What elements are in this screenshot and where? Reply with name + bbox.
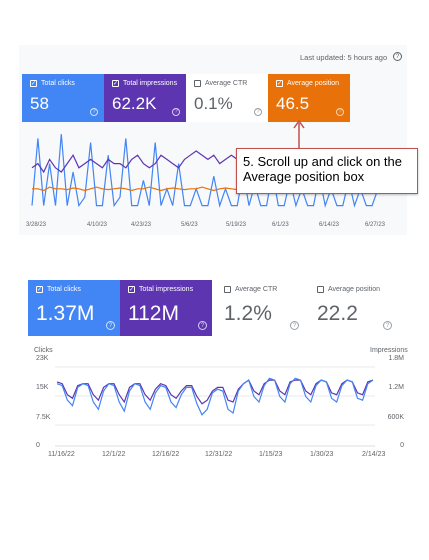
- total-clicks-series-line: [56, 377, 374, 416]
- bottom-x-tick-label: 11/16/22: [48, 451, 75, 458]
- checkbox-checked-icon: ✓: [112, 80, 119, 87]
- bottom-performance-chart: [55, 366, 375, 447]
- checkbox-unchecked-icon: [317, 286, 324, 293]
- metric-value: 1.2%: [224, 302, 272, 325]
- total-impressions-card[interactable]: ✓ Total impressions 112M ?: [120, 280, 212, 336]
- metric-label: Total clicks: [41, 80, 75, 87]
- help-icon[interactable]: ?: [254, 108, 262, 116]
- checkbox-unchecked-icon: [194, 80, 201, 87]
- help-icon[interactable]: ?: [198, 321, 207, 330]
- average-ctr-card[interactable]: Average CTR 0.1% ?: [186, 74, 268, 122]
- bottom-x-tick-label: 1/30/23: [310, 451, 334, 458]
- help-icon[interactable]: ?: [90, 108, 98, 116]
- total-clicks-card[interactable]: ✓ Total clicks 1.37M ?: [28, 280, 120, 336]
- top-x-tick-label: 3/28/23: [26, 222, 47, 228]
- bottom-x-tick-label: 2/14/23: [362, 451, 386, 458]
- average-position-card[interactable]: ✓ Average position 46.5 ?: [268, 74, 350, 122]
- metric-value: 112M: [128, 302, 179, 325]
- right-y-tick-label: 1.8M: [388, 355, 404, 362]
- left-axis-title: Clicks: [34, 347, 53, 354]
- help-icon[interactable]: ?: [172, 108, 180, 116]
- bottom-x-tick-label: 12/1/22: [102, 451, 126, 458]
- left-y-tick-label: 23K: [36, 355, 49, 362]
- metric-value: 46.5: [276, 94, 310, 113]
- metric-label: Average position: [287, 80, 340, 87]
- average-position-card[interactable]: Average position 22.2 ?: [309, 280, 401, 336]
- metric-value: 62.2K: [112, 94, 157, 113]
- help-circle-icon[interactable]: ?: [393, 52, 402, 61]
- help-icon[interactable]: ?: [336, 108, 344, 116]
- callout-arrow: [293, 119, 305, 150]
- bottom-x-tick-label: 1/15/23: [259, 451, 283, 458]
- right-axis-title: Impressions: [370, 347, 408, 354]
- left-y-tick-label: 7.5K: [36, 414, 51, 421]
- total-impressions-card[interactable]: ✓ Total impressions 62.2K ?: [104, 74, 186, 122]
- checkbox-checked-icon: ✓: [36, 286, 43, 293]
- help-icon[interactable]: ?: [383, 321, 392, 330]
- metric-value: 0.1%: [194, 94, 233, 113]
- total-clicks-card[interactable]: ✓ Total clicks 58 ?: [22, 74, 104, 122]
- bottom-x-tick-label: 12/31/22: [205, 451, 233, 458]
- last-updated-text: Last updated: 5 hours ago: [300, 53, 388, 62]
- right-y-tick-label: 0: [400, 442, 404, 449]
- right-y-tick-label: 1.2M: [388, 384, 404, 391]
- metric-label: Average CTR: [235, 286, 278, 293]
- metric-value: 22.2: [317, 302, 358, 325]
- top-x-tick-label: 6/1/23: [272, 222, 289, 228]
- bottom-x-tick-label: 12/16/22: [152, 451, 180, 458]
- checkbox-checked-icon: ✓: [30, 80, 37, 87]
- top-x-tick-label: 4/23/23: [131, 222, 152, 228]
- checkbox-checked-icon: ✓: [128, 286, 135, 293]
- checkbox-unchecked-icon: [224, 286, 231, 293]
- help-icon[interactable]: ?: [106, 321, 115, 330]
- help-icon[interactable]: ?: [290, 321, 299, 330]
- right-y-tick-label: 600K: [387, 414, 404, 421]
- metric-label: Average CTR: [205, 80, 248, 87]
- top-x-tick-label: 4/10/23: [87, 222, 108, 228]
- metric-label: Total clicks: [47, 286, 81, 293]
- top-x-tick-label: 5/19/23: [226, 222, 247, 228]
- metric-value: 58: [30, 94, 49, 113]
- top-x-tick-label: 5/6/23: [181, 222, 198, 228]
- top-x-tick-label: 6/27/23: [365, 222, 386, 228]
- metric-label: Total impressions: [123, 80, 178, 87]
- checkbox-checked-icon: ✓: [276, 80, 283, 87]
- metric-value: 1.37M: [36, 302, 95, 325]
- metric-label: Total impressions: [139, 286, 194, 293]
- top-x-tick-label: 6/14/23: [319, 222, 340, 228]
- metric-label: Average position: [328, 286, 381, 293]
- average-ctr-card[interactable]: Average CTR 1.2% ?: [216, 280, 308, 336]
- left-y-tick-label: 15K: [36, 384, 49, 391]
- instruction-callout: 5. Scroll up and click on the Average po…: [236, 148, 418, 194]
- total-impressions-series-line: [56, 379, 374, 405]
- left-y-tick-label: 0: [36, 442, 40, 449]
